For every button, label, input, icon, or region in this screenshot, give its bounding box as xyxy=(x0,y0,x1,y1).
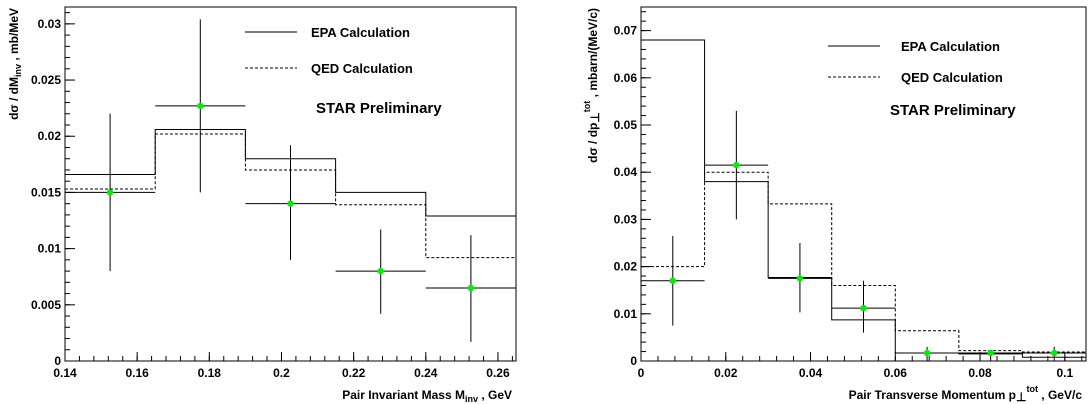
x-tick-label-mass: 0.22 xyxy=(342,366,366,380)
y-tick-label-mass: 0.03 xyxy=(38,17,62,31)
x-axis-title-momentum: Pair Transverse Momentum p⊥tot , GeV/c xyxy=(849,384,1083,404)
data-marker-momentum xyxy=(796,275,804,282)
y-tick-label-momentum: 0.07 xyxy=(614,24,638,38)
data-point-momentum xyxy=(831,280,896,333)
plot-frame-mass xyxy=(64,6,517,362)
y-tick-label-mass: 0.015 xyxy=(31,185,61,199)
y-tick-label-momentum: 0.04 xyxy=(614,165,638,179)
legend-label-epa-mass: EPA Calculation xyxy=(311,25,410,40)
data-point-mass xyxy=(335,229,426,314)
data-point-momentum xyxy=(895,346,959,361)
x-axis-title-momentum-main: Pair Transverse Momentum p xyxy=(849,388,1016,402)
data-marker-mass xyxy=(467,284,475,292)
data-point-momentum xyxy=(768,243,832,313)
y-axis-title-mass-main: dσ / dM xyxy=(7,77,21,120)
x-tick-label-mass: 0.18 xyxy=(198,366,222,380)
y-axis-title-mass: dσ / dMinv , mb/MeV xyxy=(7,8,23,120)
data-marker-momentum xyxy=(860,304,867,312)
x-axis-title-momentum-sym: ⊥ xyxy=(1016,390,1026,404)
y-tick-label-mass: 0.005 xyxy=(31,298,61,312)
data-marker-mass xyxy=(287,200,294,207)
data-point-momentum xyxy=(1022,346,1086,361)
y-tick-label-momentum: 0.06 xyxy=(614,71,638,85)
data-marker-momentum xyxy=(669,277,676,284)
plot-frame-momentum xyxy=(640,6,1087,362)
y-axis-title-momentum-main: dσ / dp xyxy=(586,123,600,163)
y-tick-label-momentum: 0.03 xyxy=(614,212,638,226)
points-layer-momentum xyxy=(641,110,1086,361)
y-tick-label-momentum: 0.02 xyxy=(614,260,638,274)
y-tick-label-mass: 0.02 xyxy=(38,129,62,143)
y-tick-label-momentum: 0 xyxy=(630,354,637,368)
data-point-mass xyxy=(155,19,246,193)
data-marker-momentum xyxy=(987,349,994,357)
legend-label-epa-momentum: EPA Calculation xyxy=(901,39,1000,54)
x-tick-label-mass: 0.14 xyxy=(53,366,77,380)
points-layer-mass xyxy=(65,19,516,342)
data-marker-mass xyxy=(106,189,114,196)
chart-panel-momentum: 0 0.02 0.04 0.06 0.08 0.1 0 0.01 0.02 0.03 0.04 0.0… xyxy=(582,6,1087,404)
chart-panel-mass: 0.14 0.16 0.18 0.2 0.22 0.24 0.26 0 0.005 0.01 0.0… xyxy=(7,6,517,404)
x-axis-title-mass: Pair Invariant Mass Minv , GeV xyxy=(342,388,512,404)
x-tick-label-momentum: 0.08 xyxy=(968,366,992,380)
data-point-momentum xyxy=(958,349,1023,361)
data-marker-momentum xyxy=(733,161,740,169)
y-axis-title-mass-sub: inv xyxy=(13,64,23,77)
data-point-mass xyxy=(245,145,336,260)
legend-mass: EPA Calculation QED Calculation xyxy=(245,25,413,76)
data-marker-mass xyxy=(377,267,384,275)
legend-label-qed-momentum: QED Calculation xyxy=(901,70,1003,85)
x-tick-label-mass: 0.16 xyxy=(125,366,149,380)
annotation-mass: STAR Preliminary xyxy=(316,100,442,117)
y-tick-label-momentum: 0.01 xyxy=(614,307,638,321)
axes-mass: 0.14 0.16 0.18 0.2 0.22 0.24 0.26 0 0.005 0.01 0.0… xyxy=(31,12,513,380)
legend-momentum: EPA Calculation QED Calculation xyxy=(828,39,1003,85)
data-point-momentum xyxy=(641,235,705,326)
x-tick-label-momentum: 0 xyxy=(638,366,645,380)
axes-momentum: 0 0.02 0.04 0.06 0.08 0.1 0 0.01 0.02 0.03 0.04 0.0… xyxy=(614,11,1083,380)
data-marker-mass xyxy=(197,102,204,110)
y-axis-title-mass-suffix: , mb/MeV xyxy=(7,8,21,64)
x-axis-title-mass-sub: inv xyxy=(465,394,478,404)
data-marker-momentum xyxy=(923,349,931,357)
x-tick-label-mass: 0.26 xyxy=(486,366,510,380)
x-tick-label-momentum: 0.04 xyxy=(799,366,823,380)
x-axis-title-momentum-suffix: , GeV/c xyxy=(1038,388,1082,402)
x-axis-title-momentum-sup: tot xyxy=(1026,384,1038,394)
x-tick-label-mass: 0.2 xyxy=(273,366,290,380)
legend-label-qed-mass: QED Calculation xyxy=(311,61,413,76)
y-tick-label-mass: 0.01 xyxy=(38,242,62,256)
x-axis-title-mass-main: Pair Invariant Mass M xyxy=(342,388,465,402)
x-tick-label-momentum: 0.1 xyxy=(1056,366,1073,380)
y-axis-title-momentum-sym: ⊥ xyxy=(588,112,602,122)
x-tick-label-momentum: 0.02 xyxy=(714,366,738,380)
y-axis-title-momentum-sup: tot xyxy=(582,101,592,113)
x-axis-title-mass-suffix: , GeV xyxy=(478,388,512,402)
y-tick-label-mass: 0 xyxy=(54,354,61,368)
x-tick-label-mass: 0.24 xyxy=(414,366,438,380)
data-point-mass xyxy=(65,113,156,272)
data-point-momentum xyxy=(704,110,769,220)
annotation-momentum: STAR Preliminary xyxy=(890,102,1016,119)
data-marker-momentum xyxy=(1051,349,1058,357)
y-tick-label-momentum: 0.05 xyxy=(614,118,638,132)
y-tick-label-mass: 0.025 xyxy=(31,73,61,87)
y-axis-title-momentum: dσ / dp⊥tot , mbarn/(MeV/c) xyxy=(582,8,602,163)
y-axis-title-momentum-suffix: , mbarn/(MeV/c) xyxy=(586,8,600,101)
x-tick-label-momentum: 0.06 xyxy=(884,366,908,380)
data-point-mass xyxy=(425,235,516,342)
